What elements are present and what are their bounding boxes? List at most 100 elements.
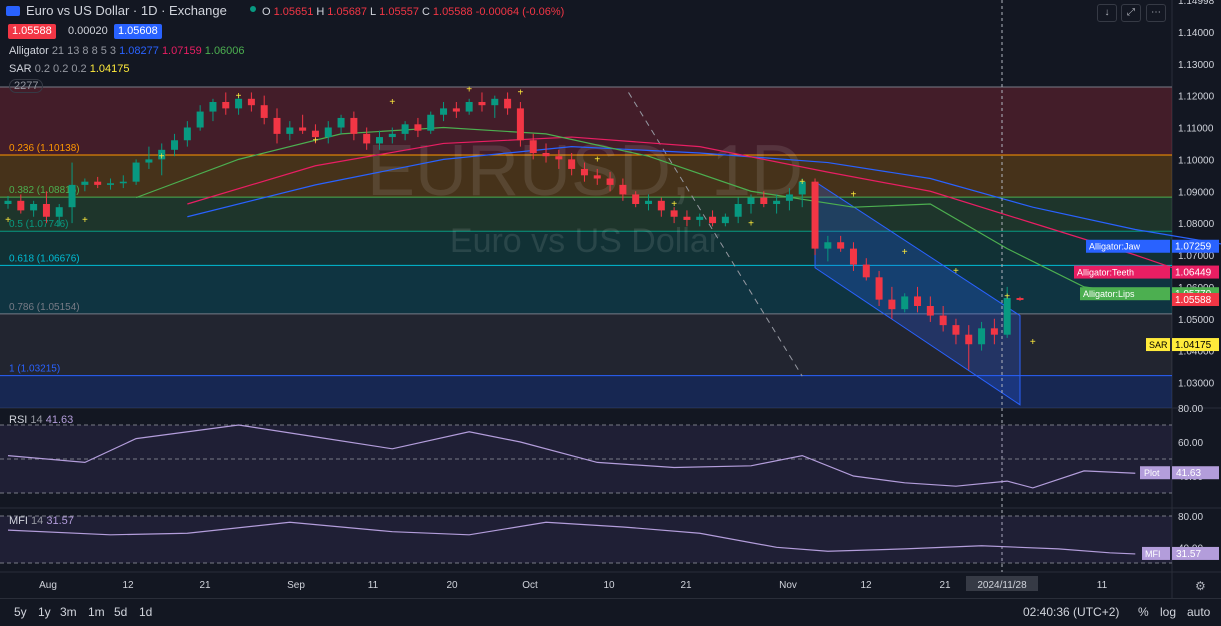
sar-dot: + (313, 135, 319, 146)
candle-body (145, 159, 153, 163)
candle-body (401, 124, 409, 134)
sar-dot: + (851, 190, 857, 201)
price-value-tag (1172, 293, 1219, 307)
candle-body (171, 140, 179, 150)
mfi-axis-label: 80.00 (1178, 512, 1203, 523)
candle-body (94, 181, 102, 185)
time-tick-label: 11 (368, 580, 379, 591)
candle-body (388, 133, 396, 138)
rsi-axis-label: 80.00 (1178, 404, 1203, 415)
collapsed-indicators[interactable]: 2277 (9, 79, 44, 93)
sar-dot: + (466, 84, 472, 95)
candle-body (670, 210, 678, 217)
price-label-tag (1146, 338, 1170, 352)
candle-body (235, 98, 243, 109)
candle-body (965, 334, 973, 345)
price-tick-label: 1.14000 (1178, 28, 1215, 39)
open-value: 1.05651 (273, 6, 314, 18)
mfi-legend[interactable]: MFI 14 31.57 (9, 515, 74, 527)
candle-body (504, 98, 512, 109)
candle-body (773, 200, 781, 204)
sar-params: 0.2 0.2 0.2 (34, 63, 87, 75)
candle-body (452, 108, 460, 112)
candle-body (760, 197, 768, 204)
candle-body (952, 325, 960, 335)
mfi-line (7, 521, 1136, 555)
candle-body (542, 153, 550, 157)
range-1y-button[interactable]: 1y (38, 605, 51, 619)
alligator-jaw-value: 1.08277 (119, 45, 159, 57)
candle-body (183, 127, 191, 141)
mfi-value-tag (1172, 546, 1219, 560)
time-tick-label: 21 (199, 580, 211, 591)
sar-name: SAR (9, 63, 32, 75)
candle-body (914, 296, 922, 306)
clock-timezone[interactable]: 02:40:36 (UTC+2) (1023, 605, 1120, 619)
ohlc-readout: O 1.05651 H 1.05687 L 1.05557 C 1.05588 -0.0… (250, 6, 564, 18)
candle-body (158, 149, 166, 160)
percent-toggle[interactable]: % (1138, 605, 1149, 619)
alligator-legend[interactable]: Alligator 21 13 8 8 5 3 1.08277 1.07159 … (9, 45, 245, 57)
price-tick-label: 1.10000 (1178, 155, 1215, 166)
rsi-legend[interactable]: RSI 14 41.63 (9, 414, 73, 426)
sar-dot: + (953, 266, 959, 277)
time-tick-label: 12 (122, 580, 134, 591)
arrow-down-icon[interactable]: ↓ (1097, 4, 1117, 22)
candle-body (55, 207, 63, 217)
expand-icon[interactable]: ⤢ (1121, 4, 1141, 22)
fib-zone (0, 375, 1172, 408)
price-value-label: 1.06449 (1175, 268, 1212, 279)
high-label: H (316, 6, 325, 18)
watermark-name: Euro vs US Dollar (450, 222, 720, 260)
range-1d-button[interactable]: 1d (139, 605, 153, 619)
buy-button[interactable]: 1.05608 (114, 24, 162, 39)
more-icon[interactable]: ⋯ (1146, 4, 1166, 22)
candle-body (106, 183, 114, 185)
symbol-header[interactable]: Euro vs US Dollar · 1D · Exchange (6, 3, 227, 18)
candle-body (837, 242, 845, 249)
candle-body (645, 200, 653, 204)
time-tick-label: 21 (939, 580, 951, 591)
fib-zone (0, 87, 1172, 155)
sar-dot: + (1030, 337, 1036, 348)
eur-usd-flag-icon (6, 5, 20, 16)
change-value: -0.00064 (-0.06%) (475, 6, 565, 18)
price-value-tag (1172, 239, 1219, 253)
candle-body (196, 111, 204, 128)
candle-body (491, 98, 499, 106)
sell-button[interactable]: 1.05588 (8, 24, 56, 39)
time-tick-label: 12 (860, 580, 872, 591)
market-open-icon (250, 6, 256, 12)
rsi-value-tag (1172, 466, 1219, 480)
fib-level-label: 0.236 (1.10138) (9, 143, 80, 154)
time-tick-label: 10 (603, 580, 615, 591)
candle-body (516, 108, 524, 141)
mfi-name: MFI (9, 515, 28, 527)
price-tick-label: 1.12000 (1178, 92, 1215, 103)
fib-level-label: 0.786 (1.05154) (9, 302, 80, 313)
alligator-jaw-line (187, 146, 1221, 245)
alligator-params: 21 13 8 8 5 3 (51, 45, 117, 57)
time-tick-label: 11 (1097, 580, 1108, 591)
range-1m-button[interactable]: 1m (88, 605, 105, 619)
candle-body (568, 159, 576, 169)
mfi-value-label: 31.57 (1176, 549, 1201, 560)
auto-toggle[interactable]: auto (1187, 605, 1211, 619)
fib-level-label: 0.618 (1.06676) (9, 253, 80, 264)
fib-level-label: 0.382 (1.08815) (9, 185, 80, 196)
candle-body (375, 137, 383, 144)
log-toggle[interactable]: log (1160, 605, 1177, 619)
candle-body (696, 216, 704, 220)
range-3m-button[interactable]: 3m (60, 605, 77, 619)
sar-legend[interactable]: SAR 0.2 0.2 0.2 1.04175 (9, 63, 130, 75)
range-5y-button[interactable]: 5y (14, 605, 27, 619)
symbol-title[interactable]: Euro vs US Dollar · 1D · Exchange (26, 3, 227, 18)
range-5d-button[interactable]: 5d (114, 605, 128, 619)
sar-dot: + (671, 199, 677, 210)
fib-level-label: 0.5 (1.07746) (9, 219, 69, 230)
low-label: L (370, 6, 377, 18)
fib-zone (0, 231, 1172, 266)
high-value: 1.05687 (327, 6, 368, 18)
candle-body (299, 127, 307, 131)
